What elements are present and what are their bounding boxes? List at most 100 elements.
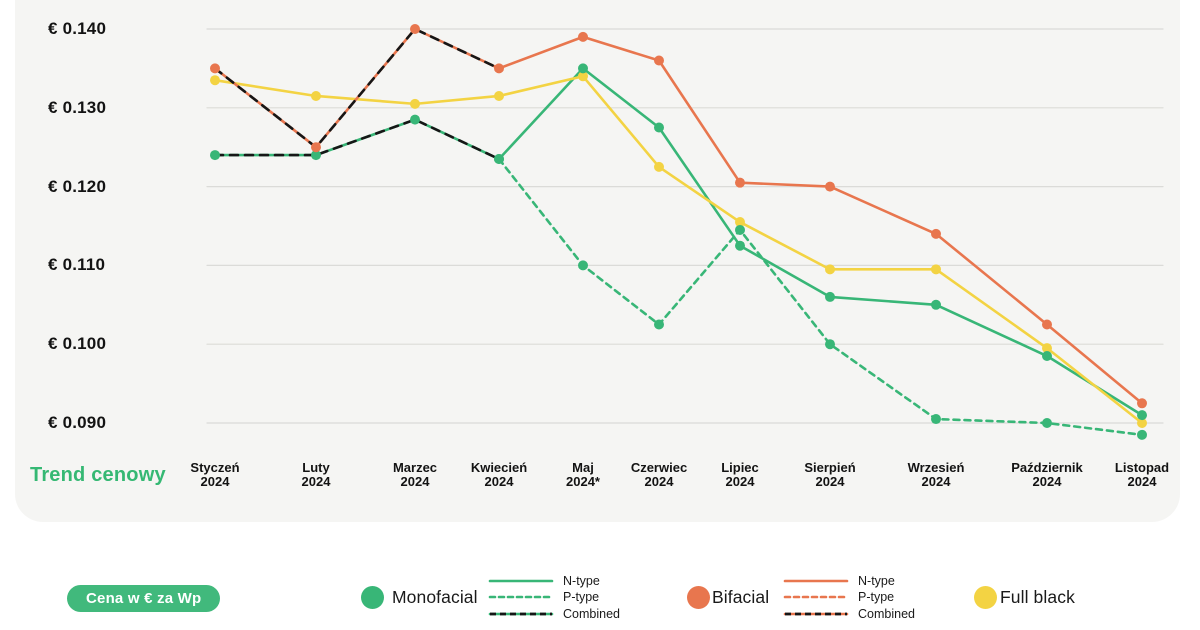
data-point bbox=[931, 414, 941, 425]
legend-line-swatch bbox=[783, 579, 849, 583]
data-point bbox=[1042, 343, 1052, 354]
data-point bbox=[494, 154, 504, 165]
data-point bbox=[494, 90, 504, 101]
data-point bbox=[1137, 418, 1147, 428]
price-trend-chart bbox=[206, 24, 1164, 440]
legend-color-dot bbox=[361, 586, 384, 609]
chart-card bbox=[15, 0, 1180, 522]
series-line-monofacial-combined bbox=[213, 118, 501, 161]
legend-group-label: Monofacial bbox=[392, 587, 478, 607]
month-name: Marzec bbox=[392, 460, 438, 475]
data-point bbox=[578, 63, 588, 74]
y-axis-label: € 0.130 bbox=[48, 97, 107, 117]
data-point bbox=[578, 260, 588, 271]
data-point bbox=[825, 264, 835, 275]
legend-color-dot bbox=[687, 586, 710, 609]
legend-entry-combined: Combined bbox=[783, 606, 915, 622]
x-axis-label: Styczeń 2024 bbox=[160, 461, 270, 489]
data-point bbox=[311, 150, 321, 161]
data-point bbox=[654, 319, 664, 330]
x-axis-label: Lipiec 2024 bbox=[685, 461, 795, 489]
month-year: 2024 bbox=[644, 474, 674, 489]
legend-line-swatch bbox=[488, 596, 554, 599]
month-name: Luty bbox=[302, 460, 330, 475]
x-axis-label: Wrzesień 2024 bbox=[881, 461, 991, 489]
month-year: 2024 bbox=[1032, 474, 1062, 489]
legend-entry-n-type: N-type bbox=[783, 573, 915, 589]
gridlines bbox=[206, 28, 1164, 424]
data-point bbox=[410, 98, 420, 109]
data-point bbox=[210, 75, 220, 86]
data-point bbox=[578, 31, 588, 42]
x-axis-label: Kwiecień 2024 bbox=[444, 461, 554, 489]
data-point bbox=[210, 63, 220, 74]
series-line-monofacial-n-type bbox=[213, 67, 1144, 417]
data-point bbox=[410, 24, 420, 34]
legend-line-swatch bbox=[783, 596, 849, 599]
month-year: 2024 bbox=[725, 474, 755, 489]
month-year: 2024 bbox=[815, 474, 845, 489]
legend-entry-label: N-type bbox=[858, 574, 895, 589]
x-axis-label: Sierpień 2024 bbox=[775, 461, 885, 489]
legend-entry-p-type: P-type bbox=[488, 589, 620, 605]
legend-entry-label: Combined bbox=[563, 606, 620, 621]
data-point bbox=[1042, 418, 1052, 428]
month-name: Lipiec bbox=[721, 460, 759, 475]
y-axis-label: € 0.110 bbox=[48, 255, 106, 275]
x-axis-label: Październik 2024 bbox=[992, 461, 1102, 489]
series-line-bifacial-combined bbox=[213, 27, 501, 149]
data-point bbox=[1137, 410, 1147, 421]
x-axis-label: Luty 2024 bbox=[261, 461, 371, 489]
month-name: Listopad bbox=[1114, 460, 1170, 475]
month-name: Październik bbox=[1011, 460, 1083, 475]
data-point bbox=[210, 150, 220, 161]
legend-entry-label: P-type bbox=[563, 590, 600, 605]
data-point bbox=[311, 90, 321, 101]
legend-group-label: Full black bbox=[1000, 587, 1075, 607]
data-point bbox=[735, 240, 745, 251]
y-axis-label: € 0.140 bbox=[48, 19, 107, 38]
x-axis-label: Czerwiec 2024 bbox=[604, 461, 714, 489]
legend-entry-combined: Combined bbox=[488, 606, 620, 622]
data-point bbox=[1042, 319, 1052, 330]
y-axis-label: € 0.120 bbox=[48, 176, 107, 196]
data-point bbox=[735, 217, 745, 228]
data-point bbox=[654, 122, 664, 133]
legend-line-swatch bbox=[488, 579, 554, 583]
month-year: 2024* bbox=[566, 474, 600, 489]
data-point bbox=[654, 161, 664, 172]
legend-line-swatch bbox=[488, 612, 554, 616]
month-name: Wrzesień bbox=[907, 460, 965, 475]
month-name: Czerwiec bbox=[630, 460, 688, 475]
unit-pill: Cena w € za Wp bbox=[67, 585, 221, 612]
data-point bbox=[931, 228, 941, 239]
month-name: Styczeń bbox=[190, 460, 240, 475]
chart-title: Trend cenowy bbox=[30, 464, 166, 486]
month-year: 2024 bbox=[1127, 474, 1157, 489]
month-year: 2024 bbox=[200, 474, 230, 489]
legend-line-swatch bbox=[783, 612, 849, 616]
data-point bbox=[494, 63, 504, 74]
month-name: Sierpień bbox=[804, 460, 856, 475]
data-point bbox=[931, 299, 941, 310]
legend-entry-label: Combined bbox=[858, 606, 915, 621]
series-line-monofacial-p-type bbox=[497, 157, 1144, 437]
data-point bbox=[410, 114, 420, 125]
data-point bbox=[311, 142, 321, 153]
data-point bbox=[931, 264, 941, 275]
data-point bbox=[825, 339, 835, 350]
series-line-bifacial-n-type bbox=[213, 27, 1144, 405]
legend-entry-p-type: P-type bbox=[783, 589, 915, 605]
legend-group-label: Bifacial bbox=[712, 587, 770, 607]
month-year: 2024 bbox=[400, 474, 430, 489]
data-point bbox=[1042, 351, 1052, 362]
x-axis-label: Maj 2024* bbox=[528, 461, 638, 489]
month-name: Maj bbox=[572, 460, 594, 475]
x-axis-label: Marzec 2024 bbox=[360, 461, 470, 489]
data-point bbox=[654, 55, 664, 66]
data-point bbox=[1137, 398, 1147, 409]
data-point bbox=[825, 181, 835, 192]
month-name: Kwiecień bbox=[470, 460, 528, 475]
data-point bbox=[825, 291, 835, 302]
